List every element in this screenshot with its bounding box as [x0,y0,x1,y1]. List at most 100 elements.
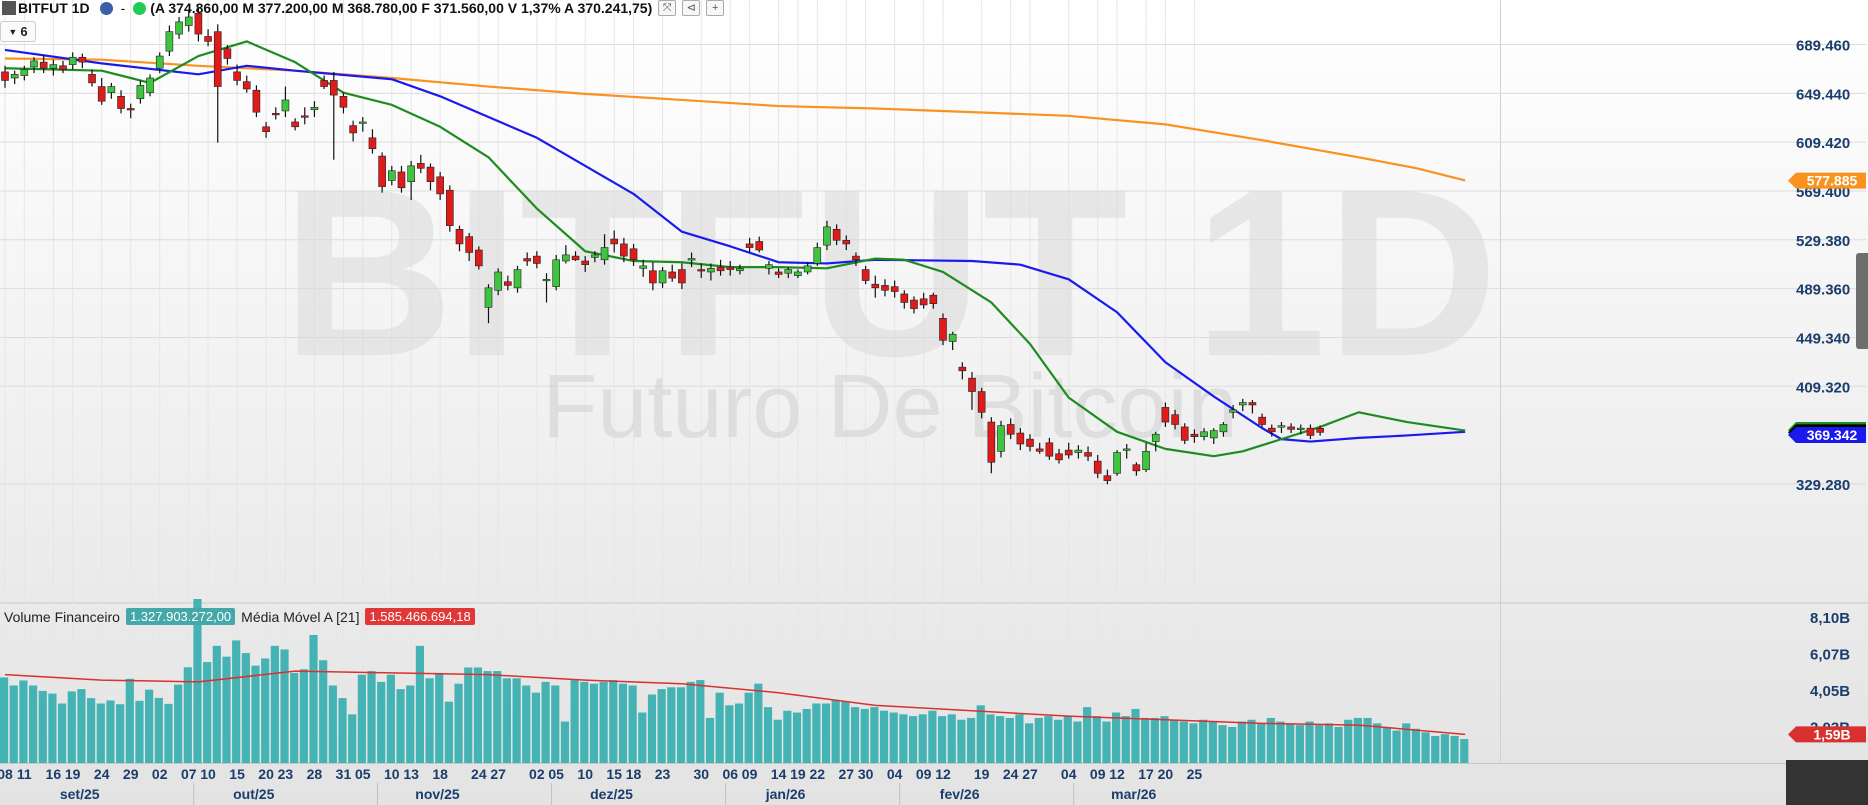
candle-down [910,299,918,309]
volume-bar [676,687,686,763]
date-tick-label: 15 [606,766,622,782]
volume-bar [1025,723,1034,763]
volume-bar [502,678,512,763]
candle-down [300,115,309,118]
volume-bar [261,658,270,763]
time-axis[interactable]: 08 11 16 19 24 29 02 07 10 15 20 23 28 31 05 10 13 18 24 27… [0,766,1202,805]
volume-bar [1440,734,1449,763]
candle-down [745,243,754,248]
volume-bar [367,671,376,763]
candle-down [368,137,377,150]
price-axis[interactable]: 689.460649.440609.420569.400529.380489.3… [1796,38,1850,701]
volume-value-badge: 1.327.903.272,00 [125,608,236,625]
date-tick-label: 12 [935,766,951,782]
volume-bar [1044,716,1053,763]
volume-bar [406,685,415,763]
date-tick-label: 07 [181,766,197,782]
volume-bar [116,704,125,763]
candle-up [1200,431,1208,437]
volume-bar [1131,708,1140,763]
volume-bar [1034,717,1043,763]
candle-down [1180,426,1189,441]
date-tick-label: 19 [790,766,806,782]
symbol-title[interactable]: BITFUT 1D [18,0,90,16]
side-panel-handle[interactable] [1856,253,1868,349]
price-grid [0,0,1868,764]
candle-down [1084,452,1092,457]
volume-bar [0,677,9,763]
price-tick-label: 409.320 [1796,379,1850,396]
price-tick-label: 329.280 [1796,477,1850,494]
volume-bar [280,649,289,763]
candle-down [455,228,464,245]
moving-averages [4,40,1466,458]
candle-up [591,254,599,258]
volume-bar [967,717,976,763]
volume-bar [831,699,840,763]
date-tick-label: 10 [577,766,593,782]
candle-down [1248,402,1257,406]
date-tick-label: 27 [839,766,855,782]
date-tick-label: 17 [1138,766,1154,782]
corner-box [1786,760,1868,805]
volume-bar [1431,735,1440,763]
candle-down [223,48,232,59]
date-tick-label: 25 [1187,766,1203,782]
date-tick-label: 15 [229,766,245,782]
date-tick-label: 09 [916,766,932,782]
volume-bar [135,700,144,763]
candle-down [861,269,870,281]
candle-down [649,270,657,284]
volume-ma-title: Média Móvel A [21] [241,608,360,625]
volume-bar [1150,717,1159,763]
candle-down [291,121,299,128]
volume-bar [1353,717,1362,763]
price-tag-label: 369.342 [1807,427,1858,443]
candle-down [117,96,125,109]
candle-down [987,421,996,463]
volume-bar [77,689,86,763]
candle-down [1,71,9,81]
volume-bar [9,685,18,763]
price-tick-label: 449.340 [1796,330,1850,347]
volume-ma-line [4,670,1466,736]
header-button-1[interactable]: ⤧ [658,0,677,16]
volume-bar [319,660,328,763]
volume-bar [1392,730,1401,763]
candle-up [1074,449,1083,453]
volume-bar [522,685,531,763]
candle-up [1229,409,1237,413]
volume-bar [628,685,637,763]
volume-ma-value-badge: 1.585.466.694,18 [365,608,475,625]
volume-bar [570,680,579,763]
watermark-symbol: BITFUT 1D [282,141,1498,406]
volume-bar [145,689,154,763]
volume-bar [435,672,444,763]
month-label: nov/25 [415,786,460,802]
candle-down [320,80,328,87]
candle-down [126,108,135,111]
header-button-2[interactable]: ⊲ [682,0,701,16]
candle-down [329,80,338,96]
volume-bar [734,703,744,763]
candle-up [803,265,812,273]
volume-bar [1363,717,1372,763]
watermark: BITFUT 1D Futuro De Bitcoin [282,141,1498,457]
watermark-name: Futuro De Bitcoin [542,357,1237,457]
date-tick-label: 23 [655,766,671,782]
candle-down [417,163,425,169]
header-button-3[interactable]: + [706,0,725,16]
volume-tick-label: 8,10B [1810,610,1850,627]
pencil-icon[interactable] [2,1,16,15]
volume-bar [812,703,821,763]
date-tick-label: 24 [471,766,487,782]
date-tick-label: 27 [1022,766,1038,782]
volume-bar [928,710,937,763]
date-tick-label: 24 [94,766,110,782]
date-tick-label: 16 [46,766,62,782]
panel-count-dropdown[interactable]: ▼ 6 [0,21,36,42]
volume-bar [879,710,889,763]
volume-bar [986,714,995,763]
candle-up [1113,452,1121,474]
